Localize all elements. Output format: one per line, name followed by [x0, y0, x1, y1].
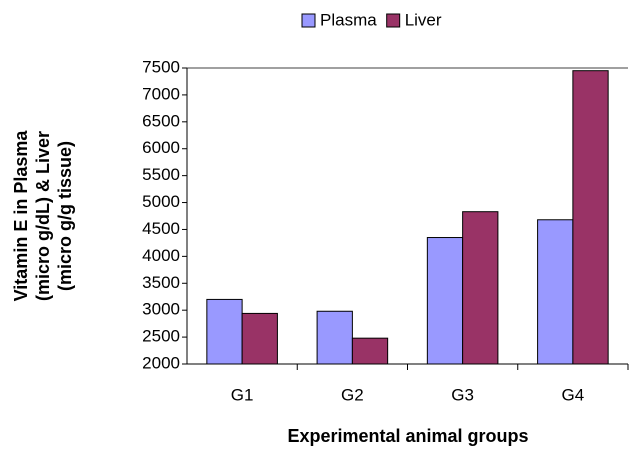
y-tick-label: 3000 — [142, 300, 180, 319]
y-axis-label: Vitamin E in Plasma — [11, 130, 31, 302]
y-tick-label: 4500 — [142, 219, 180, 238]
x-axis-label: Experimental animal groups — [287, 426, 528, 446]
legend-swatch — [301, 13, 316, 28]
x-tick-label: G2 — [341, 385, 364, 404]
bar — [206, 298, 243, 365]
y-tick-label: 5500 — [142, 165, 180, 184]
legend-swatch — [386, 13, 401, 28]
bar — [462, 211, 499, 365]
bar — [351, 337, 389, 365]
bar — [537, 219, 574, 365]
y-tick-label: 3500 — [142, 273, 180, 292]
y-tick-label: 7500 — [142, 57, 180, 76]
y-tick-label: 2000 — [142, 353, 180, 372]
x-tick-label: G3 — [451, 385, 474, 404]
bar — [241, 312, 278, 365]
y-axis-label: (micro g/g tissue) — [55, 141, 75, 291]
y-axis-label: (micro g/dL) & Liver — [33, 131, 53, 301]
x-tick-label: G4 — [562, 385, 585, 404]
bar — [572, 70, 609, 365]
legend-label: Plasma — [320, 10, 377, 29]
y-tick-label: 5000 — [142, 192, 180, 211]
y-tick-label: 2500 — [142, 327, 180, 346]
x-tick-label: G1 — [231, 385, 254, 404]
legend-label: Liver — [405, 10, 442, 29]
y-tick-label: 6000 — [142, 138, 180, 157]
bar — [426, 237, 464, 365]
bar — [316, 310, 353, 365]
y-tick-label: 6500 — [142, 111, 180, 130]
y-tick-label: 7000 — [142, 84, 180, 103]
y-tick-label: 4000 — [142, 246, 180, 265]
